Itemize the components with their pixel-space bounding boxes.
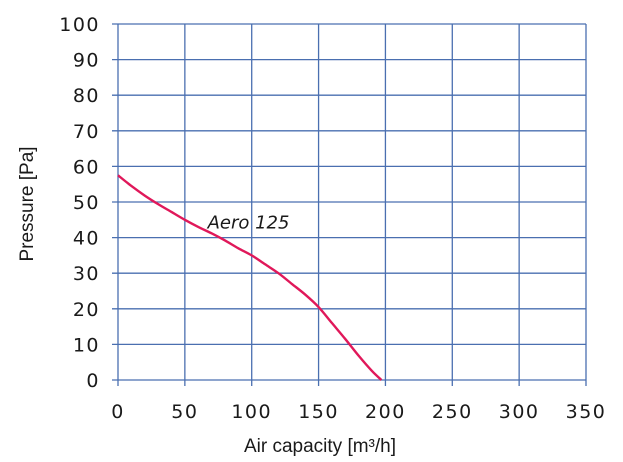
y-tick-label-100: 100 [59, 14, 100, 36]
y-tick-label-40: 40 [73, 228, 100, 250]
y-tick-label-0: 0 [86, 370, 100, 392]
x-tick-labels: 0 50 100 150 200 250 300 350 [111, 401, 607, 423]
y-tick-label-60: 60 [73, 156, 100, 178]
x-tick-label-100: 100 [231, 401, 272, 423]
series-line-aero-125 [117, 174, 383, 381]
grid [112, 23, 587, 386]
x-tick-label-250: 250 [432, 401, 473, 423]
y-axis-label: Pressure [Pa] [17, 146, 38, 261]
y-tick-label-80: 80 [73, 85, 100, 107]
y-tick-label-30: 30 [73, 263, 100, 285]
x-tick-label-150: 150 [298, 401, 339, 423]
x-tick-label-50: 50 [171, 401, 198, 423]
y-tick-label-10: 10 [73, 334, 100, 356]
x-tick-label-350: 350 [566, 401, 607, 423]
x-axis-label: Air capacity [m³/h] [244, 436, 396, 457]
y-tick-label-20: 20 [73, 299, 100, 321]
y-tick-label-70: 70 [73, 121, 100, 143]
x-tick-label-300: 300 [499, 401, 540, 423]
x-tick-label-0: 0 [111, 401, 125, 423]
y-tick-label-50: 50 [73, 192, 100, 214]
series-label-aero-125: Aero 125 [207, 213, 290, 234]
y-tick-labels: 0 10 20 30 40 50 60 70 80 90 100 [59, 14, 100, 392]
y-tick-label-90: 90 [73, 50, 100, 72]
x-tick-label-200: 200 [365, 401, 406, 423]
